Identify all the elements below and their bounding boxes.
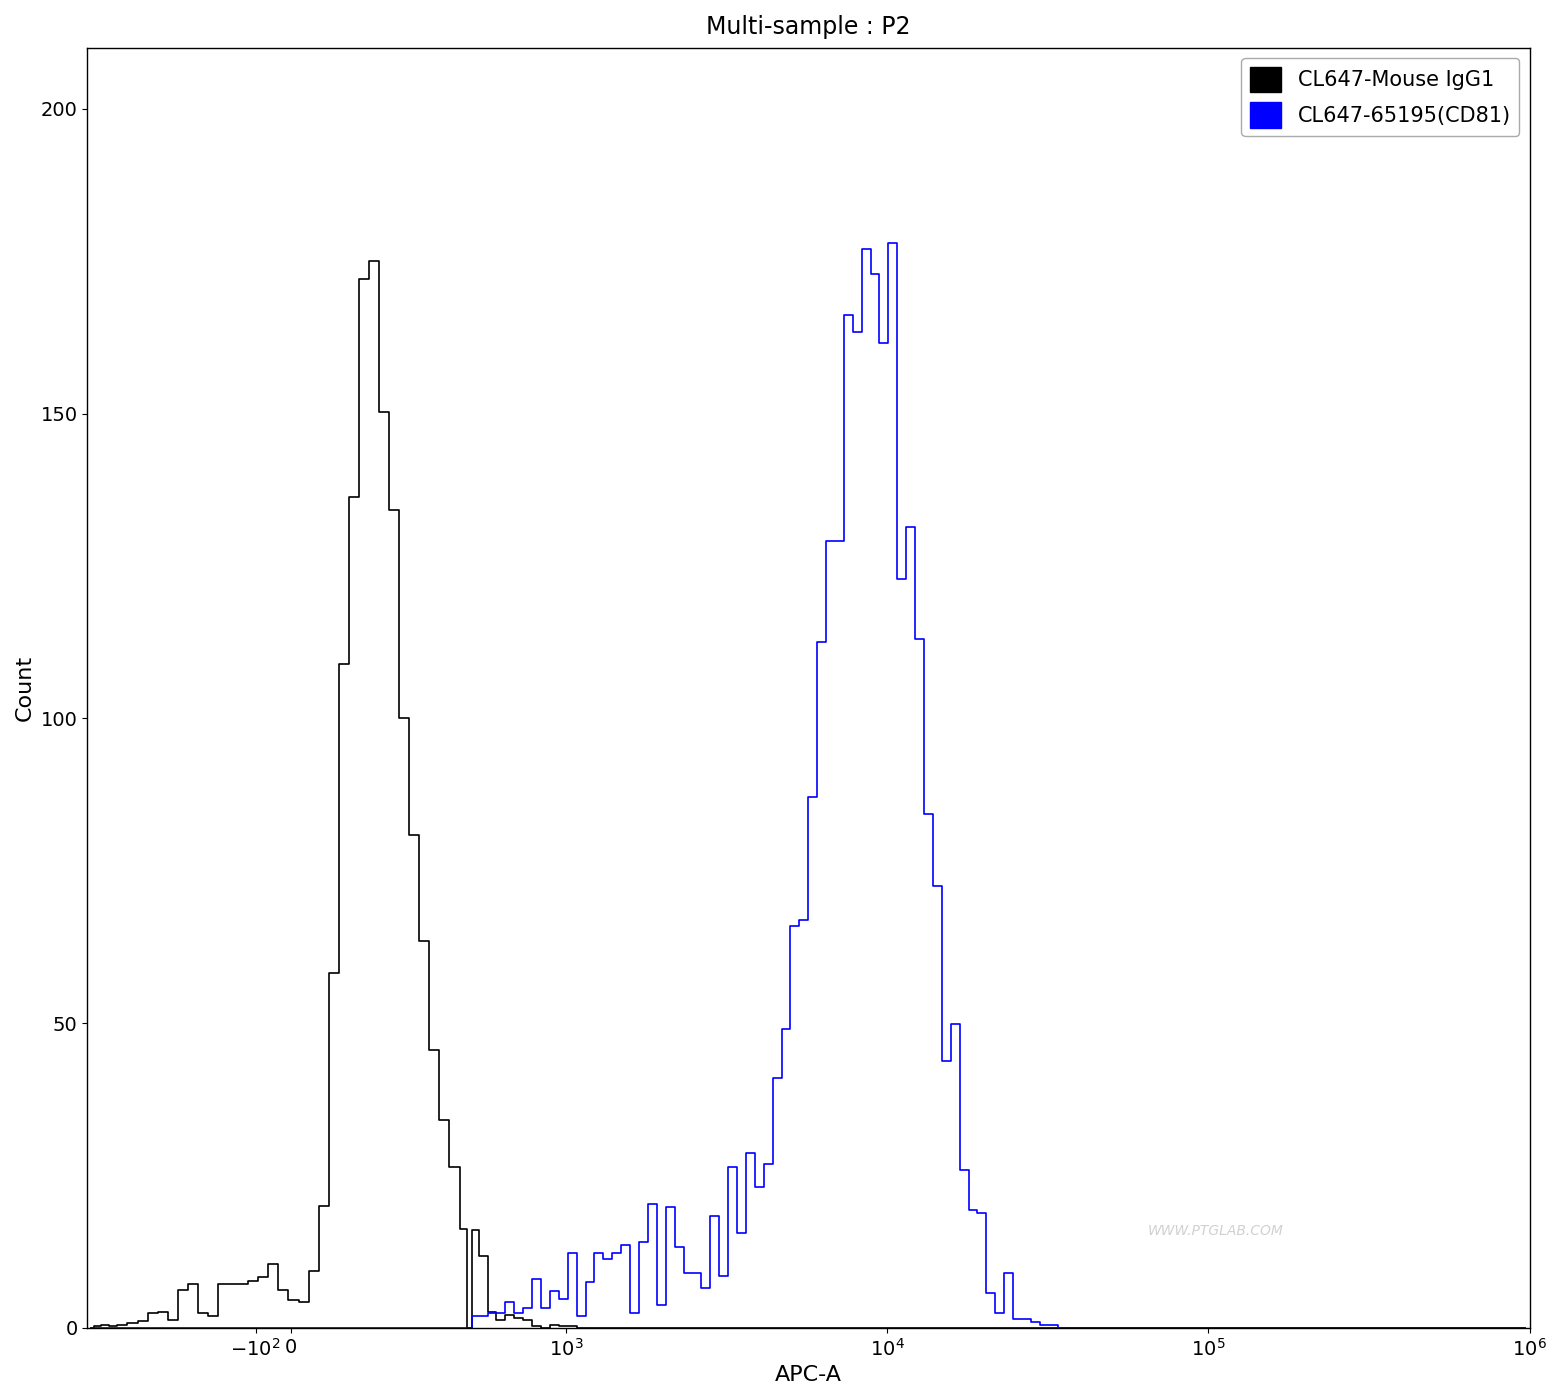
Y-axis label: Count: Count <box>16 655 34 721</box>
X-axis label: APC-A: APC-A <box>775 1365 842 1385</box>
Text: WWW.PTGLAB.COM: WWW.PTGLAB.COM <box>1148 1224 1284 1238</box>
Title: Multi-sample : P2: Multi-sample : P2 <box>706 15 911 39</box>
Legend: CL647-Mouse IgG1, CL647-65195(CD81): CL647-Mouse IgG1, CL647-65195(CD81) <box>1242 59 1520 136</box>
